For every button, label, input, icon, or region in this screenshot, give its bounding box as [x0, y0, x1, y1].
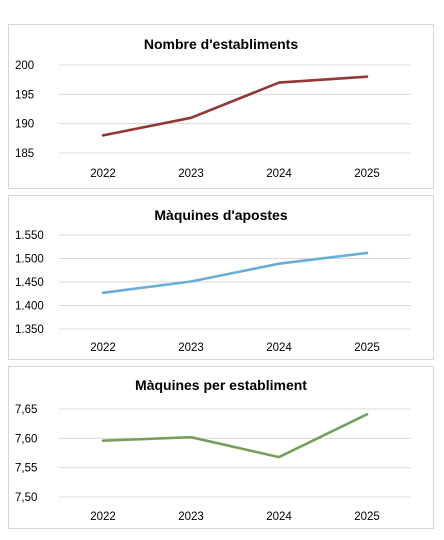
x-tick-label: 2022	[90, 511, 116, 523]
x-tick-label: 2022	[90, 342, 116, 354]
series-line	[101, 251, 369, 295]
chart-maquines-per-establiment: Màquines per establiment 7,50 7,55 7,60 7,6…	[15, 377, 411, 523]
chart-title: Nombre d'establiments	[144, 36, 298, 52]
x-tick-label: 2024	[266, 511, 292, 523]
chart-panel-maquines: Màquines d'apostes 1.350 1.400 1.450 1.500 1…	[8, 195, 434, 360]
chart-establiments: Nombre d'establiments 185 190 195 200 2022 20…	[15, 36, 411, 180]
chart-panel-maquines-per-establiment: Màquines per establiment 7,50 7,55 7,60 7,6…	[8, 366, 434, 529]
x-tick-label: 2025	[354, 342, 380, 354]
y-tick-label: 7,60	[15, 433, 37, 445]
chart-title: Màquines d'apostes	[154, 207, 287, 223]
y-tick-label: 185	[15, 148, 34, 160]
series-line	[101, 412, 369, 459]
x-tick-label: 2025	[354, 168, 380, 180]
y-tick-label: 200	[15, 60, 34, 72]
y-tick-label: 1.500	[15, 254, 44, 266]
y-tick-label: 1.350	[15, 324, 44, 336]
chart-title: Màquines per establiment	[135, 377, 307, 393]
y-tick-label: 1.400	[15, 301, 44, 313]
chart-maquines: Màquines d'apostes 1.350 1.400 1.450 1.500 1…	[15, 207, 411, 354]
x-tick-label: 2024	[266, 168, 292, 180]
series-line	[101, 75, 369, 137]
x-tick-label: 2025	[354, 511, 380, 523]
x-tick-label: 2022	[90, 168, 116, 180]
y-tick-label: 1.550	[15, 230, 44, 242]
y-tick-label: 190	[15, 119, 34, 131]
y-tick-label: 7,55	[15, 463, 37, 475]
x-tick-label: 2023	[178, 511, 204, 523]
x-tick-label: 2023	[178, 168, 204, 180]
y-tick-label: 7,65	[15, 404, 37, 416]
y-tick-label: 1.450	[15, 277, 44, 289]
x-tick-label: 2023	[178, 342, 204, 354]
chart-panel-establiments: Nombre d'establiments 185 190 195 200 2022 20…	[8, 24, 434, 189]
y-tick-label: 195	[15, 89, 34, 101]
y-tick-label: 7,50	[15, 492, 37, 504]
x-tick-label: 2024	[266, 342, 292, 354]
